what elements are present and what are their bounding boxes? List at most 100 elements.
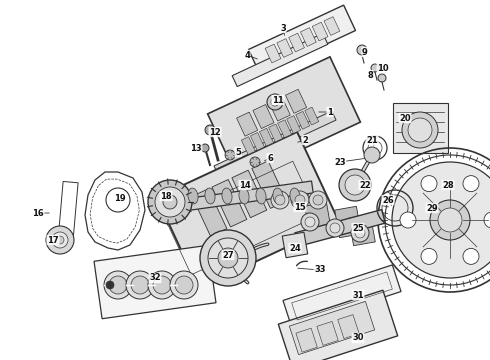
Circle shape [313, 195, 323, 205]
Text: 18: 18 [160, 192, 172, 201]
Text: 13: 13 [190, 144, 202, 153]
Circle shape [131, 276, 149, 294]
Circle shape [421, 176, 437, 192]
Circle shape [155, 187, 185, 217]
Circle shape [46, 226, 74, 254]
Polygon shape [305, 107, 319, 125]
Ellipse shape [188, 188, 198, 204]
Text: 1: 1 [327, 108, 333, 117]
Polygon shape [232, 170, 267, 218]
Polygon shape [278, 290, 398, 360]
Polygon shape [338, 315, 359, 339]
Circle shape [309, 191, 327, 209]
Circle shape [326, 219, 344, 237]
Text: 19: 19 [114, 194, 126, 202]
Circle shape [371, 64, 379, 72]
Polygon shape [260, 128, 273, 146]
Circle shape [463, 248, 479, 264]
Circle shape [104, 271, 132, 299]
Text: 4: 4 [244, 50, 250, 59]
Polygon shape [192, 189, 227, 236]
Text: 8: 8 [367, 71, 373, 80]
Text: 5: 5 [235, 148, 241, 157]
Text: 3: 3 [280, 23, 286, 32]
Text: 31: 31 [352, 291, 364, 300]
Ellipse shape [256, 188, 266, 204]
Polygon shape [294, 210, 385, 246]
Text: 32: 32 [149, 274, 161, 283]
Circle shape [250, 157, 260, 167]
Circle shape [225, 150, 235, 160]
Polygon shape [305, 202, 331, 234]
Circle shape [163, 195, 177, 209]
Polygon shape [289, 301, 375, 355]
Circle shape [52, 232, 68, 248]
Text: 15: 15 [294, 202, 306, 212]
Polygon shape [232, 33, 328, 86]
Ellipse shape [222, 188, 232, 204]
Polygon shape [212, 180, 247, 227]
Circle shape [218, 248, 238, 268]
Text: 17: 17 [47, 235, 59, 244]
Text: 30: 30 [352, 333, 364, 342]
Ellipse shape [290, 188, 300, 204]
Polygon shape [157, 132, 340, 288]
Polygon shape [250, 132, 265, 150]
Polygon shape [289, 33, 304, 52]
Circle shape [200, 230, 256, 286]
Text: 23: 23 [334, 158, 346, 166]
Circle shape [484, 212, 490, 228]
Circle shape [463, 176, 479, 192]
Polygon shape [208, 57, 360, 179]
Circle shape [430, 200, 470, 240]
Polygon shape [183, 181, 313, 211]
Text: 2: 2 [302, 135, 308, 144]
Circle shape [109, 276, 127, 294]
Circle shape [400, 212, 416, 228]
Circle shape [355, 228, 365, 238]
Circle shape [275, 195, 285, 205]
Polygon shape [335, 206, 361, 238]
Polygon shape [286, 89, 307, 113]
Circle shape [301, 213, 319, 231]
Circle shape [267, 94, 283, 110]
Circle shape [170, 271, 198, 299]
Polygon shape [242, 137, 255, 154]
Circle shape [153, 276, 171, 294]
Polygon shape [287, 116, 301, 134]
Circle shape [305, 217, 315, 227]
Text: 9: 9 [362, 48, 368, 57]
Polygon shape [252, 161, 287, 208]
Text: 27: 27 [222, 251, 234, 260]
Polygon shape [277, 39, 293, 57]
Polygon shape [237, 112, 258, 136]
Text: 12: 12 [209, 127, 221, 136]
Circle shape [56, 236, 64, 244]
Text: 16: 16 [32, 208, 44, 217]
Ellipse shape [239, 188, 249, 204]
Circle shape [148, 271, 176, 299]
Polygon shape [265, 44, 281, 63]
Text: 22: 22 [359, 180, 371, 189]
Circle shape [106, 281, 114, 289]
Polygon shape [253, 104, 274, 129]
Polygon shape [349, 214, 375, 246]
Polygon shape [269, 97, 291, 121]
Text: 29: 29 [426, 203, 438, 212]
Polygon shape [94, 245, 216, 319]
Polygon shape [296, 111, 310, 129]
Text: 6: 6 [267, 153, 273, 162]
Polygon shape [283, 265, 401, 327]
Circle shape [148, 180, 192, 224]
Circle shape [339, 169, 371, 201]
Polygon shape [282, 232, 308, 258]
Circle shape [392, 162, 490, 278]
Circle shape [271, 191, 289, 209]
Circle shape [201, 144, 209, 152]
Polygon shape [300, 28, 316, 46]
Circle shape [351, 224, 369, 242]
Circle shape [175, 276, 193, 294]
Polygon shape [324, 17, 340, 35]
Polygon shape [392, 103, 447, 153]
Polygon shape [317, 321, 338, 345]
